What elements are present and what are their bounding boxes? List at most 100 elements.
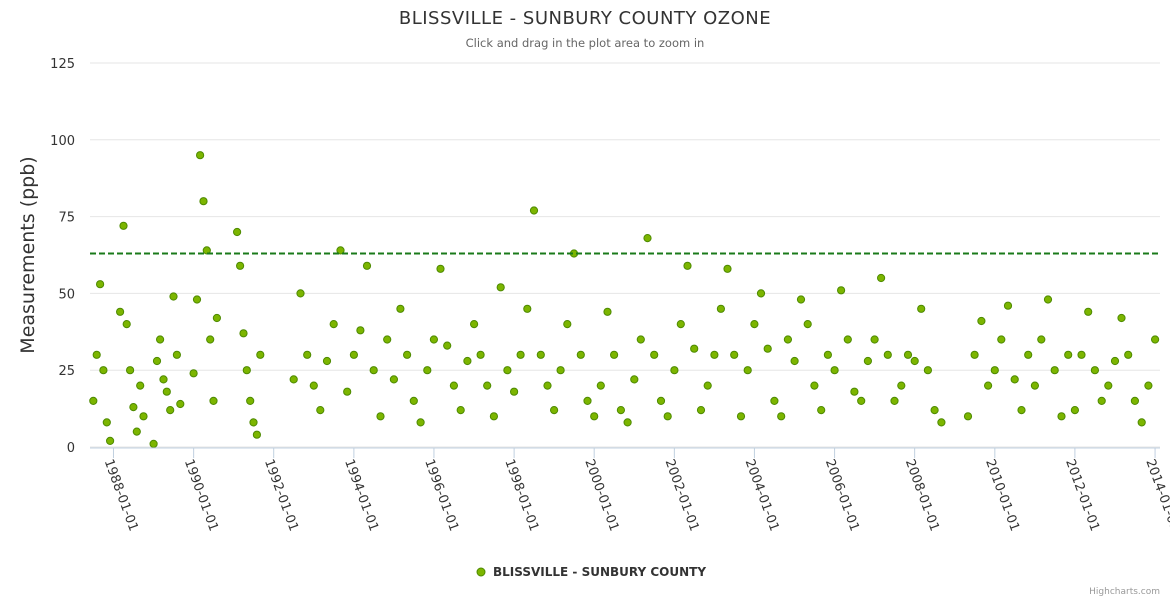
- data-point[interactable]: [1104, 381, 1113, 390]
- data-point[interactable]: [156, 335, 165, 344]
- data-point[interactable]: [159, 375, 168, 384]
- data-point[interactable]: [296, 289, 305, 298]
- data-point[interactable]: [696, 406, 706, 415]
- data-point[interactable]: [997, 335, 1006, 344]
- data-point[interactable]: [1117, 313, 1126, 323]
- data-point[interactable]: [1030, 381, 1040, 390]
- data-point[interactable]: [877, 273, 886, 283]
- data-point[interactable]: [690, 344, 699, 353]
- data-point[interactable]: [132, 427, 141, 436]
- data-point[interactable]: [1017, 406, 1026, 415]
- data-point[interactable]: [1024, 350, 1033, 359]
- data-point[interactable]: [977, 316, 986, 326]
- data-point[interactable]: [750, 320, 759, 329]
- data-point[interactable]: [256, 350, 265, 359]
- data-point[interactable]: [246, 396, 255, 405]
- data-point[interactable]: [796, 295, 806, 304]
- data-point[interactable]: [616, 406, 626, 415]
- data-point[interactable]: [149, 439, 158, 448]
- data-point[interactable]: [676, 320, 685, 329]
- data-point[interactable]: [1003, 301, 1013, 310]
- data-point[interactable]: [610, 350, 619, 359]
- data-point[interactable]: [329, 320, 338, 329]
- data-point[interactable]: [1084, 307, 1093, 316]
- data-point[interactable]: [1037, 335, 1046, 344]
- data-point[interactable]: [1090, 366, 1100, 375]
- data-point[interactable]: [743, 366, 752, 375]
- data-point[interactable]: [249, 418, 258, 427]
- data-point[interactable]: [777, 412, 786, 421]
- data-point[interactable]: [362, 261, 372, 270]
- data-point[interactable]: [212, 313, 221, 323]
- data-point[interactable]: [396, 304, 405, 313]
- data-point[interactable]: [837, 286, 846, 295]
- data-point[interactable]: [636, 335, 645, 344]
- data-point[interactable]: [349, 350, 358, 359]
- data-point[interactable]: [102, 418, 111, 427]
- data-point[interactable]: [1144, 381, 1153, 390]
- data-point[interactable]: [169, 292, 178, 301]
- data-point[interactable]: [470, 320, 479, 329]
- data-point[interactable]: [92, 350, 101, 359]
- data-point[interactable]: [903, 350, 913, 359]
- data-point[interactable]: [550, 406, 559, 415]
- data-point[interactable]: [857, 396, 866, 405]
- data-point[interactable]: [172, 350, 181, 359]
- data-point[interactable]: [192, 295, 202, 304]
- data-point[interactable]: [910, 356, 919, 366]
- data-point[interactable]: [322, 356, 332, 366]
- data-point[interactable]: [409, 396, 418, 405]
- data-point[interactable]: [670, 366, 679, 375]
- data-point[interactable]: [529, 206, 539, 215]
- data-point[interactable]: [436, 264, 445, 273]
- data-point[interactable]: [152, 356, 162, 366]
- data-point[interactable]: [316, 406, 325, 415]
- data-point[interactable]: [970, 350, 979, 359]
- data-point[interactable]: [817, 406, 826, 415]
- data-point[interactable]: [233, 227, 242, 237]
- data-point[interactable]: [723, 264, 732, 273]
- data-point[interactable]: [683, 261, 692, 270]
- data-point[interactable]: [556, 366, 565, 375]
- data-point[interactable]: [963, 412, 973, 421]
- data-point[interactable]: [1130, 396, 1140, 405]
- data-point[interactable]: [1110, 356, 1120, 366]
- data-point[interactable]: [790, 356, 799, 366]
- data-point[interactable]: [716, 304, 726, 313]
- data-point[interactable]: [89, 396, 98, 405]
- data-point[interactable]: [389, 375, 398, 384]
- data-point[interactable]: [416, 418, 425, 427]
- data-point[interactable]: [136, 381, 145, 390]
- data-point[interactable]: [1137, 418, 1146, 427]
- data-point[interactable]: [449, 381, 458, 390]
- data-point[interactable]: [383, 335, 392, 344]
- credits-link[interactable]: Highcharts.com: [1089, 587, 1160, 597]
- data-point[interactable]: [376, 412, 385, 421]
- data-point[interactable]: [202, 246, 211, 255]
- data-point[interactable]: [1151, 335, 1160, 344]
- data-point[interactable]: [630, 375, 639, 384]
- data-point[interactable]: [206, 335, 215, 344]
- data-point[interactable]: [543, 381, 552, 390]
- data-point[interactable]: [883, 350, 892, 359]
- data-point[interactable]: [309, 381, 318, 390]
- data-point[interactable]: [730, 350, 739, 359]
- data-point[interactable]: [443, 341, 452, 350]
- data-point[interactable]: [303, 350, 312, 359]
- data-point[interactable]: [496, 283, 505, 292]
- data-point[interactable]: [429, 335, 438, 344]
- data-point[interactable]: [1050, 366, 1059, 375]
- data-point[interactable]: [937, 418, 946, 427]
- data-point[interactable]: [476, 350, 485, 359]
- data-point[interactable]: [289, 375, 298, 384]
- data-point[interactable]: [369, 366, 378, 375]
- data-point[interactable]: [129, 403, 138, 412]
- data-point[interactable]: [643, 234, 652, 243]
- data-point[interactable]: [563, 320, 572, 329]
- data-point[interactable]: [850, 387, 859, 396]
- data-point[interactable]: [1124, 350, 1133, 359]
- data-point[interactable]: [199, 197, 208, 206]
- data-point[interactable]: [650, 350, 659, 359]
- data-point[interactable]: [990, 366, 999, 375]
- data-point[interactable]: [603, 307, 612, 316]
